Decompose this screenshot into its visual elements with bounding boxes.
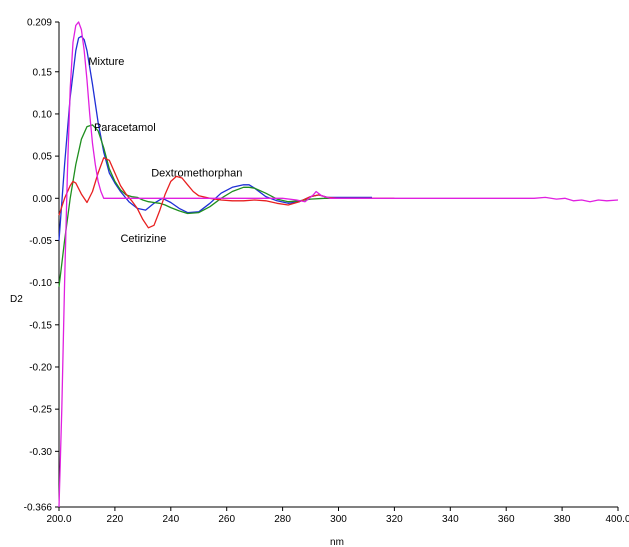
series-layer (58, 21, 619, 508)
x-tick-label: 360 (498, 514, 515, 525)
annotation-paracetamol: Paracetamol (94, 122, 156, 134)
x-tick-label: 320 (386, 514, 403, 525)
y-tick-label: 0.15 (33, 67, 53, 78)
x-tick-label: 380 (554, 514, 571, 525)
axes (58, 22, 618, 508)
x-tick-label: 280 (274, 514, 291, 525)
annotation-dextromethorphan: Dextromethorphan (151, 167, 242, 179)
y-tick-label: -0.05 (29, 236, 52, 247)
y-axis-label: D2 (10, 294, 23, 305)
y-tick-label: 0.209 (27, 18, 52, 29)
y-tick-label: -0.15 (29, 320, 52, 331)
y-tick-label: 0.10 (33, 109, 53, 120)
x-tick-label: 240 (162, 514, 179, 525)
y-tick-label: -0.366 (24, 503, 53, 514)
annotation-mixture: Mixture (88, 56, 124, 68)
x-tick-label: 200.0 (46, 514, 71, 525)
x-axis-ticks: 200.0 220 240 260 280 300 320 340 360 380 400.0 (46, 507, 629, 525)
x-tick-label: 260 (218, 514, 235, 525)
y-tick-label: 0.00 (33, 194, 53, 205)
y-tick-label: -0.20 (29, 362, 52, 373)
annotation-cetirizine: Cetirizine (120, 233, 166, 245)
y-tick-label: -0.10 (29, 278, 52, 289)
y-tick-label: -0.30 (29, 447, 52, 458)
annotation-layer: Mixture Paracetamol Dextromethorphan Cetiri… (88, 56, 242, 245)
series-line-cetirizine (58, 21, 619, 508)
y-axis-ticks: 0.209 0.15 0.10 0.05 0.00 -0.05 -0.10 -0.15 -0.2… (24, 18, 59, 514)
y-tick-label: 0.05 (33, 152, 53, 163)
series-line-dextromethorphan (58, 157, 395, 229)
x-tick-label: 340 (442, 514, 459, 525)
x-axis-label: nm (330, 537, 344, 547)
y-tick-label: -0.25 (29, 405, 52, 416)
x-tick-label: 220 (107, 514, 124, 525)
x-tick-label: 300 (330, 514, 347, 525)
series-line-paracetamol (58, 124, 372, 287)
x-tick-label: 400.0 (605, 514, 629, 525)
